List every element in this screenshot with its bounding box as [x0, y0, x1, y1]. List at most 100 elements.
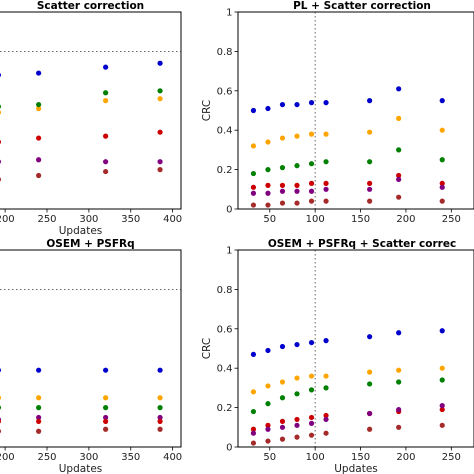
data-point [439, 184, 445, 190]
data-point [308, 420, 315, 426]
data-point [396, 330, 402, 336]
data-point [279, 200, 286, 206]
data-point [439, 406, 445, 413]
data-point [250, 184, 257, 190]
x-tick-label: 350 [121, 214, 140, 225]
data-point [250, 143, 257, 149]
data-point [265, 190, 271, 196]
data-point [250, 351, 257, 358]
data-point [36, 105, 42, 112]
data-point [0, 405, 2, 410]
x-axis-label: Updates [334, 463, 378, 474]
x-axis-label: Updates [59, 225, 103, 237]
data-point [279, 343, 286, 350]
plot-frame [0, 249, 182, 448]
data-point [103, 414, 109, 421]
data-point [250, 440, 257, 446]
data-point [250, 430, 257, 436]
data-point [308, 100, 315, 106]
data-point [294, 163, 300, 169]
data-point [36, 172, 42, 179]
data-point [103, 395, 109, 401]
data-point [279, 135, 286, 141]
chart-panel-2: 50 100 150 200 250 0 0.2 0.4 0.6 0.8 1 PL + Scatter… [201, 0, 474, 225]
data-point [103, 64, 109, 70]
data-point [36, 157, 42, 163]
x-tick-label: 400 [163, 214, 182, 225]
data-point [367, 180, 373, 186]
data-point [396, 379, 402, 385]
data-point [157, 367, 163, 373]
data-point [279, 101, 286, 108]
plot-frame [237, 249, 474, 448]
x-tick-label: 150 [351, 452, 370, 463]
plot-frame [0, 11, 182, 210]
data-point [323, 373, 329, 379]
y-tick-label: 0.6 [217, 86, 233, 97]
data-point [294, 416, 300, 423]
data-point [308, 373, 315, 379]
data-point [36, 367, 42, 373]
data-point [250, 190, 257, 196]
data-point [250, 408, 257, 415]
y-tick-label: 1 [226, 246, 232, 257]
chart-title: OSEM + PSFRq [46, 238, 134, 250]
data-point [36, 418, 42, 424]
x-tick-label: 100 [306, 452, 325, 463]
data-point [439, 127, 445, 133]
data-point [396, 367, 402, 373]
data-point [0, 159, 2, 164]
data-point [308, 180, 315, 186]
data-point [439, 422, 445, 428]
data-point [396, 86, 402, 92]
data-point [103, 418, 109, 424]
y-tick-label: 0.2 [217, 403, 233, 414]
y-tick-label: 0 [226, 443, 232, 454]
data-point [323, 385, 329, 391]
data-point [157, 88, 163, 94]
data-point [308, 131, 315, 137]
data-point [157, 159, 163, 165]
x-tick-label: 200 [0, 214, 15, 225]
chart-title: PL + Scatter correction [293, 0, 431, 12]
chart-title: Scatter correction [37, 0, 144, 12]
y-axis-label: CRC [201, 100, 213, 121]
data-point [0, 104, 2, 109]
data-point [294, 133, 300, 139]
data-point [36, 405, 42, 411]
data-point [323, 180, 329, 186]
data-point [294, 422, 300, 428]
x-tick-label: 350 [121, 452, 140, 463]
x-tick-label: 200 [396, 452, 415, 463]
data-point [439, 198, 445, 204]
data-point [439, 377, 445, 383]
data-point [265, 401, 271, 407]
x-tick-label: 300 [79, 452, 98, 463]
data-point [396, 172, 402, 179]
data-point [323, 100, 329, 106]
data-point [0, 72, 2, 78]
x-tick-label: 150 [351, 214, 370, 225]
data-point [323, 198, 329, 204]
x-tick-label: 200 [0, 452, 15, 463]
data-point [323, 159, 329, 165]
data-point [250, 107, 257, 114]
x-tick-label: 100 [306, 214, 325, 225]
x-tick-label: 250 [442, 452, 461, 463]
data-point [157, 167, 163, 173]
x-tick-label: 250 [37, 452, 56, 463]
data-point [157, 426, 163, 432]
data-point [294, 375, 300, 381]
data-point [294, 434, 300, 440]
data-point [265, 422, 271, 428]
data-point [294, 182, 300, 188]
data-point [308, 161, 315, 167]
data-point [367, 369, 373, 375]
data-point [36, 414, 42, 421]
data-point [308, 432, 315, 438]
data-point [250, 426, 257, 432]
data-point [439, 328, 445, 334]
data-point [308, 188, 315, 194]
data-point [439, 365, 445, 371]
y-axis-label: CRC [201, 338, 213, 359]
